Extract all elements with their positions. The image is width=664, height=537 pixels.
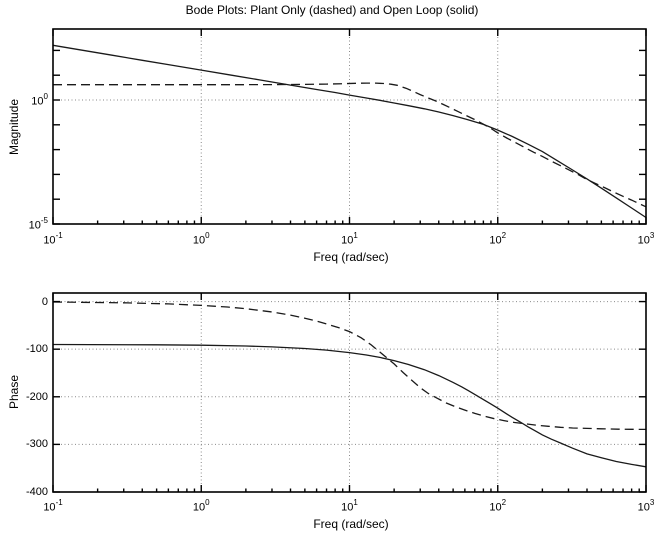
x-tick-label: 10-1 bbox=[43, 231, 63, 247]
plant-only-series bbox=[53, 301, 646, 431]
x-tick-label: 10-1 bbox=[43, 498, 63, 514]
x-tick-label: 100 bbox=[192, 498, 210, 514]
x-tick-label: 102 bbox=[489, 231, 507, 247]
x-tick-label: 103 bbox=[637, 498, 655, 514]
open-loop-series bbox=[53, 44, 646, 219]
x-tick-label: 101 bbox=[341, 231, 358, 247]
magnitude-bode-plot bbox=[52, 28, 647, 225]
grid-lines bbox=[54, 294, 645, 491]
phase-x-axis-label: Freq (rad/sec) bbox=[313, 517, 389, 531]
tick-marks bbox=[52, 29, 647, 225]
y-tick-label: -200 bbox=[25, 390, 48, 403]
y-tick-label: 10-5 bbox=[28, 216, 48, 232]
y-tick-label: -400 bbox=[25, 486, 48, 498]
grid-lines bbox=[54, 30, 645, 223]
plant-only-series bbox=[53, 82, 646, 208]
figure-title: Bode Plots: Plant Only (dashed) and Open… bbox=[185, 3, 479, 17]
phase-bode-plot bbox=[52, 292, 647, 493]
tick-marks bbox=[52, 293, 647, 493]
y-tick-label: -100 bbox=[25, 343, 48, 356]
y-tick-label: 100 bbox=[31, 92, 48, 108]
x-tick-label: 102 bbox=[489, 498, 507, 514]
magnitude-x-axis-label: Freq (rad/sec) bbox=[313, 250, 389, 264]
x-tick-label: 101 bbox=[341, 498, 358, 514]
x-tick-label: 103 bbox=[637, 231, 655, 247]
x-tick-label: 100 bbox=[192, 231, 210, 247]
y-tick-label: 0 bbox=[41, 295, 48, 308]
y-tick-label: -300 bbox=[25, 438, 48, 451]
open-loop-series bbox=[53, 343, 646, 468]
